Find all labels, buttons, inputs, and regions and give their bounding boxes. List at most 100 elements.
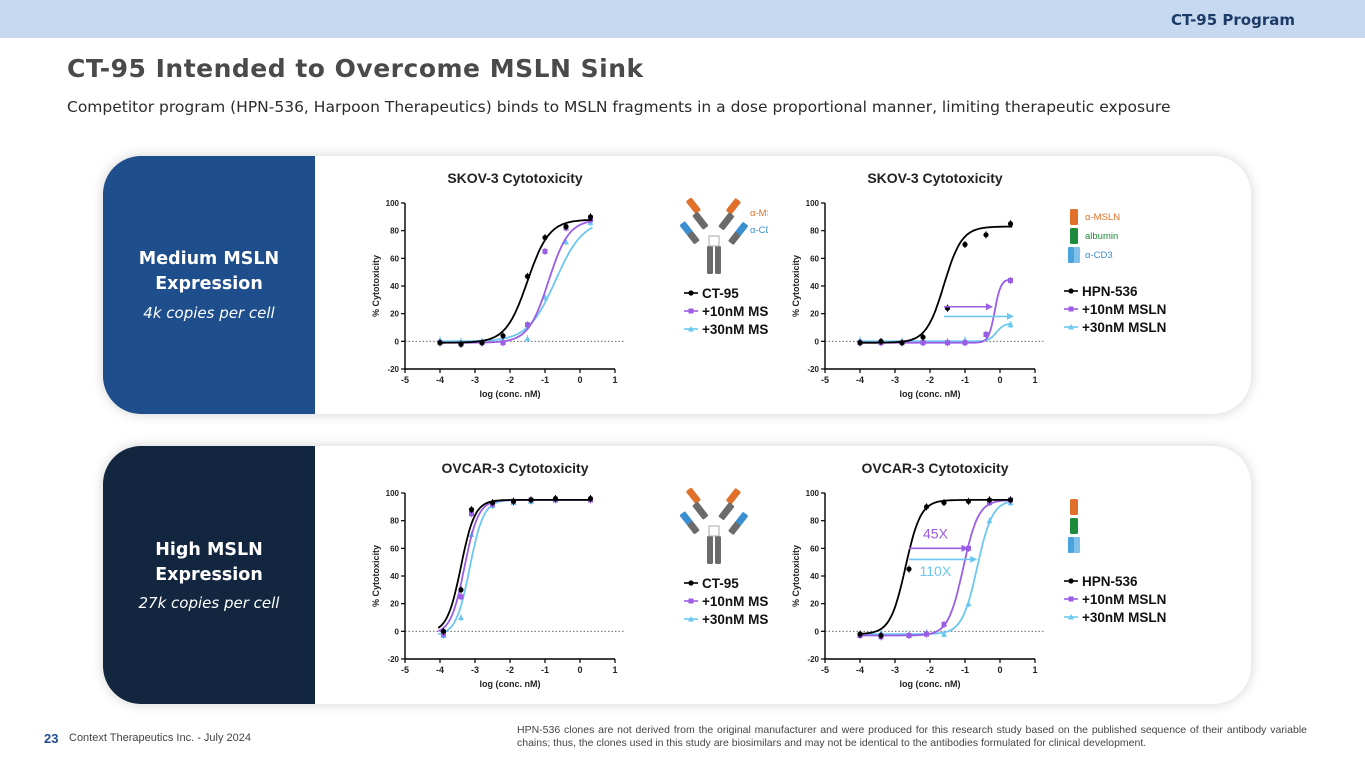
data-point	[688, 616, 694, 622]
chart-title: SKOV-3 Cytotoxicity	[447, 170, 583, 186]
x-tick-label: -4	[856, 375, 864, 385]
y-tick-label: 100	[386, 489, 400, 498]
data-point	[688, 580, 694, 586]
legend-label: +30nM MSLN	[1082, 320, 1166, 335]
antibody-msln-domain	[686, 197, 701, 214]
series-curve	[858, 322, 1013, 343]
panel-label-title: High MSLN Expression	[103, 538, 315, 588]
series-curve	[438, 226, 593, 343]
legend-label: +30nM MSLN	[702, 612, 768, 627]
x-axis-label: log (conc. nM)	[900, 679, 961, 689]
panel-label-subtitle: 27k copies per cell	[138, 594, 280, 612]
panel-label-medium: Medium MSLN Expression 4k copies per cel…	[103, 156, 315, 414]
antibody-msln-domain	[1070, 209, 1078, 225]
data-point	[510, 498, 517, 504]
data-point	[524, 273, 531, 279]
antibody-stem	[707, 536, 713, 564]
data-point	[587, 495, 594, 502]
data-point	[923, 504, 930, 510]
antibody-msln-domain	[1070, 499, 1078, 515]
x-axis-label: log (conc. nM)	[900, 389, 961, 399]
antibody-cd3-domain	[1068, 537, 1074, 553]
y-tick-label: 0	[815, 337, 820, 346]
data-point	[563, 223, 569, 230]
data-point	[1008, 277, 1013, 283]
y-tick-label: 80	[810, 227, 819, 236]
data-point	[857, 631, 863, 637]
x-tick-label: -4	[436, 375, 444, 385]
data-point	[479, 340, 485, 346]
program-tag: CT-95 Program	[1171, 11, 1295, 29]
x-tick-label: -5	[401, 665, 409, 675]
antibody-stem	[715, 536, 721, 564]
data-point	[1068, 578, 1074, 584]
data-point	[528, 497, 534, 503]
data-point	[899, 340, 905, 346]
y-tick-label: -20	[387, 365, 399, 374]
y-tick-label: 80	[390, 227, 399, 236]
data-point	[878, 338, 884, 344]
x-axis-label: log (conc. nM)	[480, 679, 541, 689]
x-tick-label: 1	[612, 375, 617, 385]
data-point	[468, 507, 475, 513]
y-tick-label: 60	[390, 254, 399, 263]
panel-label-subtitle: 4k copies per cell	[143, 304, 275, 322]
x-axis-label: log (conc. nM)	[480, 389, 541, 399]
data-point	[906, 632, 912, 638]
fold-shift-label: 45X	[923, 526, 949, 542]
data-point	[1068, 614, 1074, 620]
x-tick-label: 1	[1032, 665, 1037, 675]
antibody-msln-domain	[726, 488, 741, 505]
y-tick-label: 0	[395, 337, 400, 346]
antibody-stem	[715, 246, 721, 274]
y-tick-label: -20	[807, 655, 819, 664]
y-tick-label: 100	[386, 199, 400, 208]
shift-arrowhead	[1007, 312, 1014, 320]
x-tick-label: -5	[821, 665, 829, 675]
panel-label-line: Medium MSLN	[138, 249, 280, 269]
chart-title: SKOV-3 Cytotoxicity	[867, 170, 1003, 186]
y-tick-label: 0	[815, 627, 820, 636]
data-point	[458, 594, 464, 600]
y-tick-label: 20	[810, 310, 819, 319]
series-curve	[858, 499, 1013, 635]
x-tick-label: -5	[401, 375, 409, 385]
data-point	[489, 500, 496, 506]
x-tick-label: -5	[821, 375, 829, 385]
antibody-arm	[692, 502, 709, 520]
x-tick-label: -4	[436, 665, 444, 675]
y-tick-label: 60	[810, 544, 819, 553]
series-curve	[858, 500, 1013, 636]
data-point	[587, 214, 594, 220]
data-point	[500, 340, 506, 346]
antibody-cd3-domain	[1074, 247, 1080, 263]
chart-title: OVCAR-3 Cytotoxicity	[861, 460, 1008, 476]
legend-label: CT-95	[702, 576, 739, 591]
x-tick-label: -2	[926, 375, 934, 385]
antibody-arm	[692, 212, 709, 230]
x-tick-label: -3	[891, 665, 899, 675]
x-tick-label: 1	[1032, 375, 1037, 385]
fold-shift-label: 110X	[920, 563, 952, 579]
data-point	[986, 517, 993, 524]
series-curve	[438, 219, 593, 344]
data-point	[966, 545, 971, 551]
y-axis-label: % Cytotoxicity	[791, 545, 801, 607]
data-point	[440, 628, 447, 634]
data-point	[945, 340, 950, 346]
antibody-cd3-domain	[1074, 537, 1080, 553]
antibody-label-msln: α-MSLN	[750, 208, 768, 219]
antibody-hinge	[708, 525, 720, 537]
antibody-icon: α-MSLN albumin α-CD3	[1068, 209, 1120, 263]
antibody-icon	[1068, 499, 1080, 553]
data-point	[688, 326, 694, 332]
antibody-icon	[679, 487, 748, 564]
y-tick-label: 20	[390, 600, 399, 609]
x-tick-label: -2	[926, 665, 934, 675]
page-title: CT-95 Intended to Overcome MSLN Sink	[67, 54, 644, 83]
data-point	[965, 600, 972, 607]
data-point	[941, 500, 947, 506]
panel-label-line: Expression	[155, 565, 263, 585]
shift-arrowhead	[986, 303, 993, 311]
